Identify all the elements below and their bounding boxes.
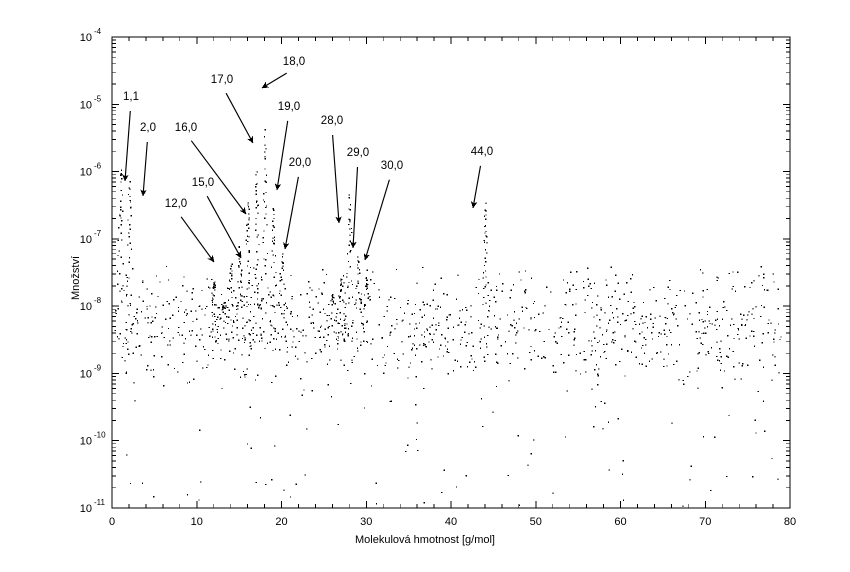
peak-annotation: 15,0 [192, 177, 242, 259]
x-tick-label: 70 [699, 516, 711, 528]
svg-text:-4: -4 [94, 27, 102, 36]
peak-label: 15,0 [192, 177, 214, 189]
svg-text:-11: -11 [94, 498, 106, 507]
y-axis-title-wrapper: Množství [56, 0, 82, 572]
svg-text:-9: -9 [94, 363, 102, 372]
y-tick-label: 10-6 [80, 162, 102, 179]
annotation-arrow [225, 92, 254, 144]
peak-label: 16,0 [175, 122, 197, 134]
peak-annotation: 12,0 [165, 198, 215, 263]
peak-label: 17,0 [211, 74, 233, 86]
svg-text:-5: -5 [94, 94, 102, 103]
axis-ticks [111, 36, 791, 509]
peak-annotation: 20,0 [282, 157, 311, 250]
x-tick-label: 50 [530, 516, 542, 528]
y-tick-label: 10-9 [80, 363, 102, 380]
x-tick-labels: 0 10 20 30 40 50 60 70 80 [109, 516, 796, 528]
annotation-arrow [140, 141, 148, 197]
peak-label: 2,0 [140, 122, 156, 134]
x-tick-label: 60 [614, 516, 626, 528]
svg-text:10: 10 [80, 301, 92, 313]
x-tick-label: 10 [191, 516, 203, 528]
svg-text:10: 10 [80, 99, 92, 111]
annotation-arrow [206, 195, 242, 259]
y-tick-label: 10-11 [80, 498, 106, 515]
x-tick-label: 40 [445, 516, 457, 528]
svg-text:10: 10 [80, 503, 92, 515]
svg-text:10: 10 [80, 167, 92, 179]
peak-label: 12,0 [165, 198, 187, 210]
plot-frame [111, 36, 791, 509]
svg-text:10: 10 [80, 436, 92, 448]
peak-label: 29,0 [347, 147, 369, 159]
peak-annotation: 30,0 [363, 160, 403, 261]
svg-text:10: 10 [80, 32, 92, 44]
peak-annotation: 28,0 [321, 115, 343, 224]
y-tick-label: 10-7 [80, 229, 102, 246]
svg-text:10: 10 [80, 368, 92, 380]
peak-annotation: 2,0 [140, 122, 156, 197]
peak-annotation: 18,0 [261, 56, 305, 89]
annotation-arrow [190, 140, 247, 215]
peak-annotation: 19,0 [274, 101, 300, 191]
svg-text:-6: -6 [94, 162, 102, 171]
peak-label: 20,0 [289, 157, 311, 169]
data-points [114, 129, 782, 507]
peak-label: 28,0 [321, 115, 343, 127]
peak-annotations: 1,1 2,0 12,0 15,0 16,0 17,0 18,0 19,0 20,0 28,0 29… [122, 56, 493, 263]
svg-text:-8: -8 [94, 296, 102, 305]
annotation-arrow [470, 165, 482, 209]
peak-label: 18,0 [283, 56, 305, 68]
annotation-arrow [261, 72, 287, 89]
annotation-arrow [274, 120, 289, 191]
peak-annotation: 17,0 [211, 74, 254, 144]
peak-annotation: 1,1 [122, 91, 139, 182]
annotation-arrow [282, 176, 299, 250]
x-tick-label: 20 [275, 516, 287, 528]
annotation-arrow [332, 134, 342, 224]
peak-label: 30,0 [381, 160, 403, 172]
y-tick-label: 10-4 [80, 27, 102, 44]
x-axis-title: Molekulová hmotnost [g/mol] [354, 534, 495, 546]
peak-label: 19,0 [278, 101, 300, 113]
annotation-arrow [122, 110, 131, 182]
y-tick-label: 10-8 [80, 296, 102, 313]
peak-label: 1,1 [123, 91, 139, 103]
x-tick-label: 30 [360, 516, 372, 528]
svg-text:-7: -7 [94, 229, 102, 238]
y-axis-title: Množství [70, 256, 82, 301]
annotation-arrow [180, 216, 215, 263]
y-tick-label: 10-10 [80, 431, 106, 448]
peak-annotation: 16,0 [175, 122, 247, 215]
peak-label: 44,0 [471, 146, 493, 158]
x-tick-label: 80 [784, 516, 796, 528]
annotation-arrow [350, 166, 359, 249]
x-tick-label: 0 [109, 516, 115, 528]
svg-text:-10: -10 [94, 431, 106, 440]
svg-text:10: 10 [80, 234, 92, 246]
peak-annotation: 29,0 [347, 147, 369, 249]
annotation-arrow [363, 179, 390, 261]
peak-annotation: 44,0 [470, 146, 493, 209]
y-tick-label: 10-5 [80, 94, 102, 111]
